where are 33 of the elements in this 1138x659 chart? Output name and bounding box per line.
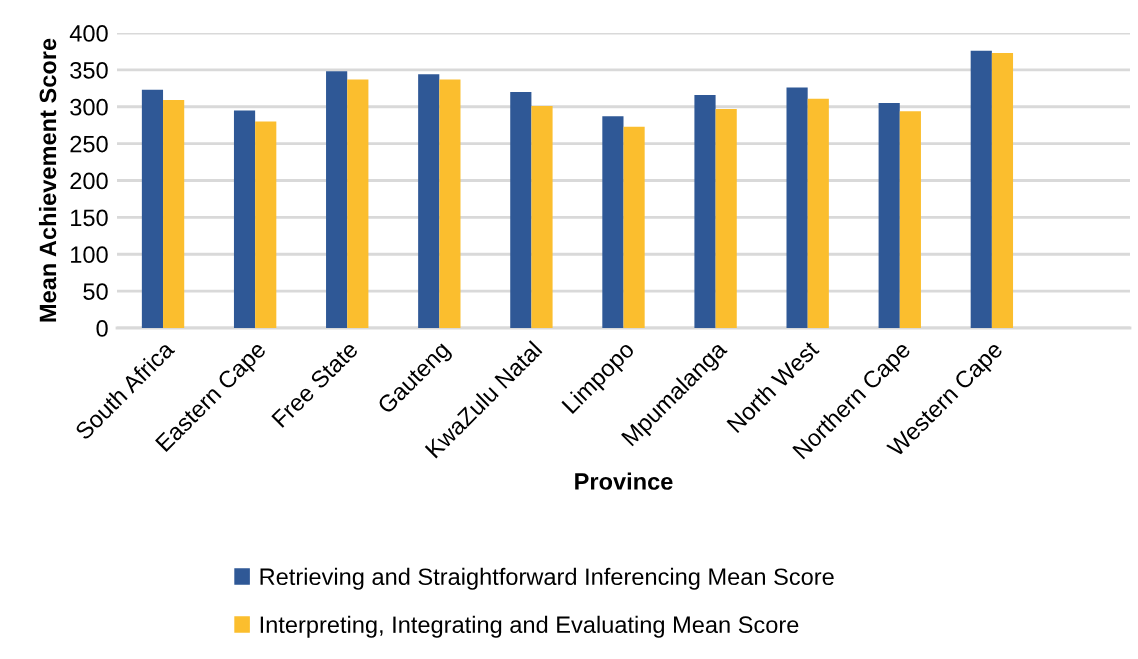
legend-label: Interpreting, Integrating and Evaluating Mean Score bbox=[260, 615, 799, 638]
bar bbox=[233, 110, 256, 328]
bar bbox=[786, 87, 808, 328]
bar bbox=[715, 108, 737, 328]
bar bbox=[418, 74, 440, 328]
y-tick-label: 200 bbox=[70, 172, 108, 190]
y-tick-label: 300 bbox=[70, 98, 108, 116]
bar bbox=[531, 106, 553, 328]
bar bbox=[163, 100, 185, 328]
y-tick-label: 400 bbox=[69, 25, 108, 42]
y-tick-label: 100 bbox=[71, 246, 108, 264]
y-axis-title: Mean Achievement Score bbox=[38, 38, 57, 322]
bar bbox=[255, 121, 277, 328]
bar bbox=[970, 50, 992, 328]
y-tick-label: 0 bbox=[96, 320, 108, 337]
bar bbox=[510, 92, 532, 328]
bar bbox=[141, 89, 164, 328]
bar bbox=[623, 126, 645, 328]
y-tick-label: 250 bbox=[70, 135, 108, 153]
bar bbox=[991, 52, 1014, 328]
y-tick-label: 50 bbox=[83, 283, 108, 300]
x-axis-title: Province bbox=[575, 472, 673, 490]
bar bbox=[899, 111, 921, 328]
bar bbox=[439, 79, 461, 328]
y-tick-label: 150 bbox=[71, 209, 108, 227]
bar bbox=[807, 98, 829, 328]
bar bbox=[326, 71, 348, 328]
y-tick-label: 350 bbox=[70, 61, 108, 79]
bar bbox=[878, 103, 900, 328]
bar bbox=[602, 116, 624, 328]
bar bbox=[694, 94, 716, 328]
bar bbox=[347, 79, 369, 328]
legend-label: Retrieving and Straightforward Inferencing Mean Score bbox=[260, 567, 834, 590]
